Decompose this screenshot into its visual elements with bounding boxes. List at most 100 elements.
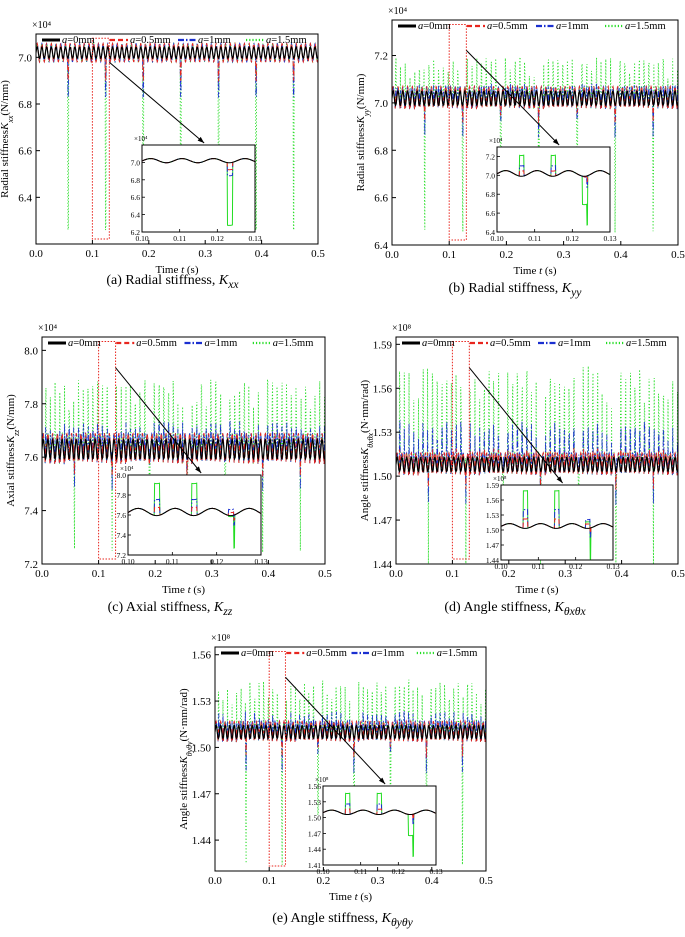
series-a0-line <box>396 455 678 474</box>
series-a05-line <box>42 431 325 478</box>
x-tick-label: 0.2 <box>142 248 156 260</box>
x-tick-label: 0.0 <box>385 249 399 261</box>
inset-series-a0-line <box>323 809 436 816</box>
x-axis-label: Time t (s) <box>329 891 372 903</box>
y-tick-label: 7.6 <box>24 452 38 464</box>
inset-plot-area <box>497 154 610 226</box>
panel-a: 0.0 0.1 0.2 0.3 0.4 0.5 6.4 6.6 6.8 7.0 ×10⁴ Time t… <box>0 0 335 300</box>
inset-x-tick-label: 0.10 <box>316 867 329 876</box>
inset-series-a0-line <box>128 507 261 517</box>
inset-x-tick-label: 0.12 <box>211 234 224 243</box>
inset-y-tick-label: 7.0 <box>486 171 496 180</box>
x-tick-label: 0.3 <box>371 875 385 887</box>
inset-x-tick-label: 0.13 <box>606 562 619 571</box>
x-tick-label: 0.3 <box>558 568 572 580</box>
caption-b: (b) Radial stiffness, Kyy <box>448 281 582 299</box>
zoom-highlight-box <box>451 341 470 560</box>
zoom-arrow-head <box>195 466 202 473</box>
legend-label-0: a=0mm <box>68 338 101 349</box>
inset-frame <box>127 474 262 556</box>
plot-area <box>42 378 325 553</box>
x-tick-label: 0.0 <box>29 248 43 260</box>
x-tick-label: 0.4 <box>614 249 628 261</box>
inset-x-tick-label: 0.11 <box>532 562 545 571</box>
x-tick-label: 0.5 <box>671 568 685 580</box>
chart-b: 0.0 0.1 0.2 0.3 0.4 0.5 6.4 6.6 6.8 7.0 7.2 ×10⁴ Tim… <box>355 6 685 277</box>
x-tick-label: 0.2 <box>502 568 516 580</box>
inset-y-tick-label: 6.4 <box>486 228 496 237</box>
legend-label-2: a=1mm <box>372 648 405 659</box>
y-axis-label: Radial stiffnessKxx(N/mm) <box>0 80 15 198</box>
legend-label-0: a=0mm <box>62 35 95 46</box>
x-axis-label: Time t (s) <box>516 584 559 596</box>
inset-exponent-label: ×10⁴ <box>489 137 503 145</box>
inset-exponent-label: ×10⁴ <box>134 135 148 143</box>
panel-d: 0.0 0.1 0.2 0.3 0.4 0.5 1.44 1.47 1.50 1.53 1.56 1.… <box>345 315 685 625</box>
legend-label-2: a=1mm <box>198 35 231 46</box>
zoom-arrow <box>285 676 386 785</box>
x-tick-label: 0.0 <box>35 568 49 580</box>
plot-frame <box>391 19 679 246</box>
inset-x-tick-label: 0.12 <box>392 867 405 876</box>
series-a0-line <box>36 45 318 60</box>
y-tick-label: 1.50 <box>192 742 212 754</box>
inset-y-tick-label: 6.2 <box>131 228 141 237</box>
y-exponent-label: ×10⁴ <box>32 20 52 31</box>
x-tick-label: 0.4 <box>255 248 269 260</box>
inset-y-tick-label: 7.8 <box>117 491 127 500</box>
x-tick-label: 0.3 <box>198 248 212 260</box>
inset-plot-area <box>128 482 261 549</box>
inset-y-tick-label: 1.50 <box>486 526 499 535</box>
y-tick-label: 1.59 <box>373 339 393 351</box>
series-a0-line <box>392 89 678 107</box>
x-tick-label: 0.4 <box>425 875 439 887</box>
x-tick-label: 0.2 <box>148 568 162 580</box>
inset-y-tick-label: 1.53 <box>308 798 321 807</box>
legend-label-3: a=1.5mm <box>273 338 314 349</box>
y-tick-label: 1.44 <box>373 559 393 571</box>
legend-label-3: a=1.5mm <box>437 648 478 659</box>
x-tick-label: 0.5 <box>311 248 325 260</box>
zoom-arrow-head <box>556 476 563 483</box>
inset-series-a0-line <box>501 523 613 529</box>
zoom-arrow <box>468 367 563 484</box>
legend-label-2: a=1mm <box>556 21 589 32</box>
y-tick-label: 6.4 <box>18 192 32 204</box>
plot-frame <box>214 646 487 872</box>
inset-exponent-label: ×10⁸ <box>493 475 507 483</box>
plot-area <box>396 366 678 564</box>
legend-label-2: a=1mm <box>558 338 591 349</box>
x-tick-label: 0.0 <box>389 568 403 580</box>
y-tick-label: 7.2 <box>374 51 388 63</box>
y-tick-label: 1.56 <box>373 383 393 395</box>
plot-frame <box>395 336 679 565</box>
series-a1-line <box>215 711 486 774</box>
zoom-arrow <box>115 367 202 474</box>
legend-label-0: a=0mm <box>418 21 451 32</box>
series-a0-line <box>215 723 486 740</box>
inset-series-a0-line <box>497 170 610 177</box>
y-tick-label: 1.44 <box>192 835 212 847</box>
x-tick-label: 0.2 <box>500 249 514 261</box>
inset-y-tick-label: 1.56 <box>486 496 499 505</box>
inset-frame <box>141 144 256 233</box>
y-tick-label: 1.47 <box>373 515 393 527</box>
legend-label-1: a=0.5mm <box>306 648 347 659</box>
plot-frame <box>35 33 319 245</box>
series-a1-line <box>392 83 678 138</box>
chart-e: 0.0 0.1 0.2 0.3 0.4 0.51.441.471.501.531.56×1… <box>178 633 493 903</box>
inset-x-tick-label: 0.13 <box>429 867 442 876</box>
x-tick-label: 0.0 <box>208 875 222 887</box>
y-tick-label: 1.47 <box>192 789 212 801</box>
x-tick-label: 0.3 <box>557 249 571 261</box>
zoom-arrow-head <box>378 777 386 784</box>
inset-x-tick-label: 0.10 <box>135 234 148 243</box>
inset-y-tick-label: 1.59 <box>486 481 499 490</box>
plot-area <box>215 679 486 866</box>
x-tick-label: 0.5 <box>671 249 685 261</box>
inset-x-tick-label: 0.11 <box>173 234 186 243</box>
inset-exponent-label: ×10⁸ <box>315 776 329 784</box>
chart-a: 0.0 0.1 0.2 0.3 0.4 0.5 6.4 6.6 6.8 7.0 ×10⁴ Time t… <box>0 20 325 276</box>
inset-y-tick-label: 6.8 <box>131 176 141 185</box>
y-tick-label: 6.8 <box>374 145 388 157</box>
